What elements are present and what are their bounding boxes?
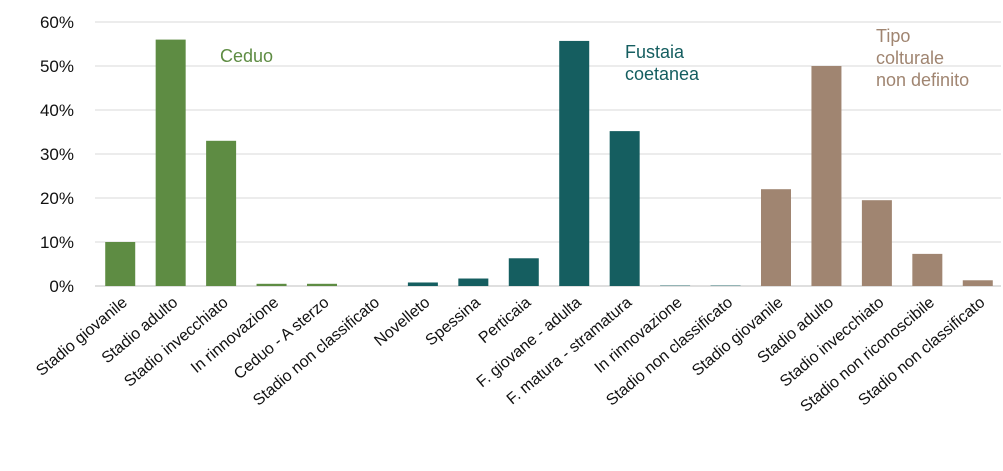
y-tick-label: 60% bbox=[40, 13, 74, 32]
y-tick-label: 0% bbox=[49, 277, 74, 296]
x-tick-label: Stadio giovanile bbox=[33, 294, 131, 380]
y-axis-ticks: 0% 10% 20% 30% 40% 50% 60% bbox=[40, 13, 74, 296]
group-label: Fustaia coetanea bbox=[625, 42, 700, 84]
bar bbox=[206, 140, 237, 286]
y-tick-label: 20% bbox=[40, 189, 74, 208]
y-tick-label: 50% bbox=[40, 57, 74, 76]
bar bbox=[861, 200, 892, 286]
bar bbox=[256, 283, 287, 286]
y-tick-label: 10% bbox=[40, 233, 74, 252]
x-tick-label: Spessina bbox=[423, 294, 484, 349]
bar bbox=[609, 131, 640, 286]
bar bbox=[811, 66, 842, 286]
bar bbox=[962, 280, 993, 286]
bar bbox=[407, 282, 438, 286]
group-label: Tipo colturale non definito bbox=[876, 26, 969, 90]
x-tick-label: In rinnovazione bbox=[592, 294, 686, 377]
group-labels: Ceduo Fustaia coetanea Tipo colturale non def… bbox=[220, 26, 969, 90]
x-tick-label: Novelleto bbox=[371, 294, 433, 350]
bar bbox=[508, 258, 539, 286]
bar bbox=[458, 278, 489, 286]
bar bbox=[307, 283, 337, 286]
bars bbox=[105, 39, 993, 286]
bar bbox=[761, 189, 791, 286]
bar bbox=[912, 253, 943, 286]
bar bbox=[105, 242, 136, 286]
x-tick-label: In rinnovazione bbox=[188, 294, 282, 377]
y-tick-label: 40% bbox=[40, 101, 74, 120]
x-tick-label: Stadio giovanile bbox=[689, 294, 787, 380]
group-label: Ceduo bbox=[220, 46, 273, 66]
bar bbox=[155, 39, 186, 286]
bar bbox=[559, 40, 590, 286]
gridlines bbox=[95, 21, 1001, 287]
y-tick-label: 30% bbox=[40, 145, 74, 164]
